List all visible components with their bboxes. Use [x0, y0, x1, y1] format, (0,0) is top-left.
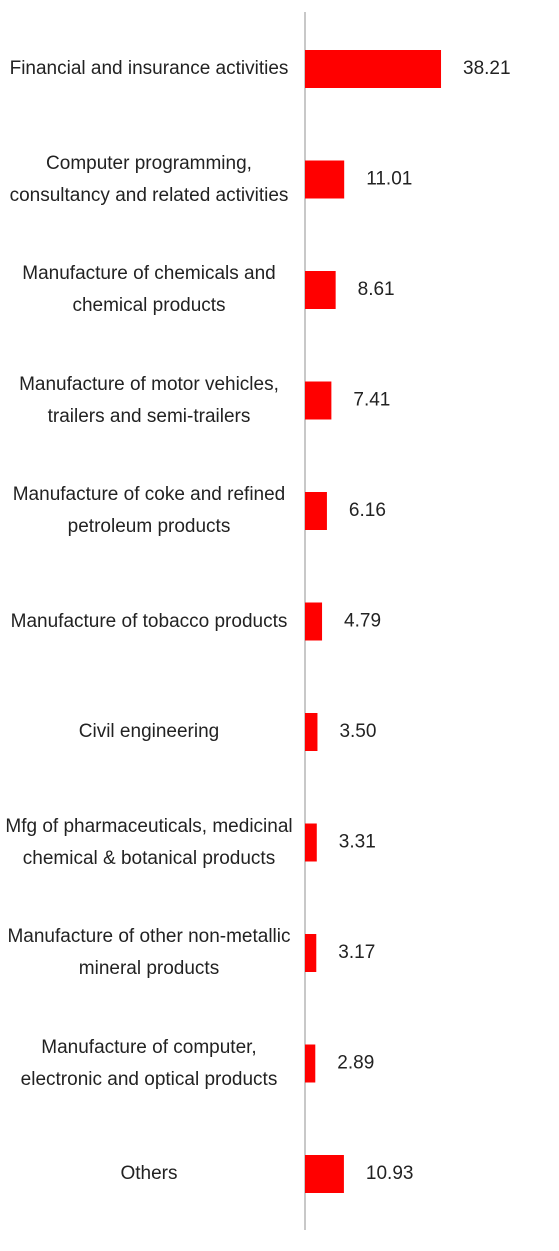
bar	[305, 160, 345, 199]
bar	[305, 1155, 344, 1193]
value-label: 11.01	[366, 169, 412, 190]
value-label: 6.16	[349, 500, 386, 521]
bar	[305, 271, 336, 309]
category-label: Manufacture of coke and refined petroleu…	[12, 484, 286, 537]
bar	[305, 50, 442, 88]
value-label: 4.79	[344, 611, 381, 632]
bar	[305, 602, 323, 641]
category-label: Manufacture of motor vehicles, trailers …	[19, 373, 279, 427]
category-label: Civil engineering	[78, 721, 220, 742]
bar	[305, 381, 332, 420]
value-label: 38.21	[463, 58, 511, 79]
value-label: 10.93	[366, 1163, 414, 1184]
value-label: 2.89	[337, 1053, 374, 1074]
value-label: 3.17	[338, 942, 375, 963]
category-label: Manufacture of other non-metallic minera…	[7, 926, 291, 979]
category-label: Manufacture of computer, electronic and …	[20, 1036, 278, 1090]
value-label: 3.31	[339, 832, 376, 853]
category-label: Computer programming, consultancy and re…	[9, 152, 289, 206]
category-label: Manufacture of tobacco products	[10, 610, 288, 632]
category-label: Others	[120, 1163, 178, 1184]
value-label: 7.41	[353, 390, 390, 411]
bar	[305, 934, 317, 972]
value-label: 8.61	[358, 279, 395, 300]
value-label: 3.50	[339, 721, 376, 742]
bar	[305, 492, 327, 530]
category-label: Financial and insurance activities	[9, 58, 289, 79]
category-label: Mfg of pharmaceuticals, medicinal chemic…	[5, 815, 293, 869]
bar	[305, 823, 317, 862]
category-label: Manufacture of chemicals and chemical pr…	[22, 263, 276, 316]
bar	[305, 713, 318, 751]
bar	[305, 1044, 316, 1083]
